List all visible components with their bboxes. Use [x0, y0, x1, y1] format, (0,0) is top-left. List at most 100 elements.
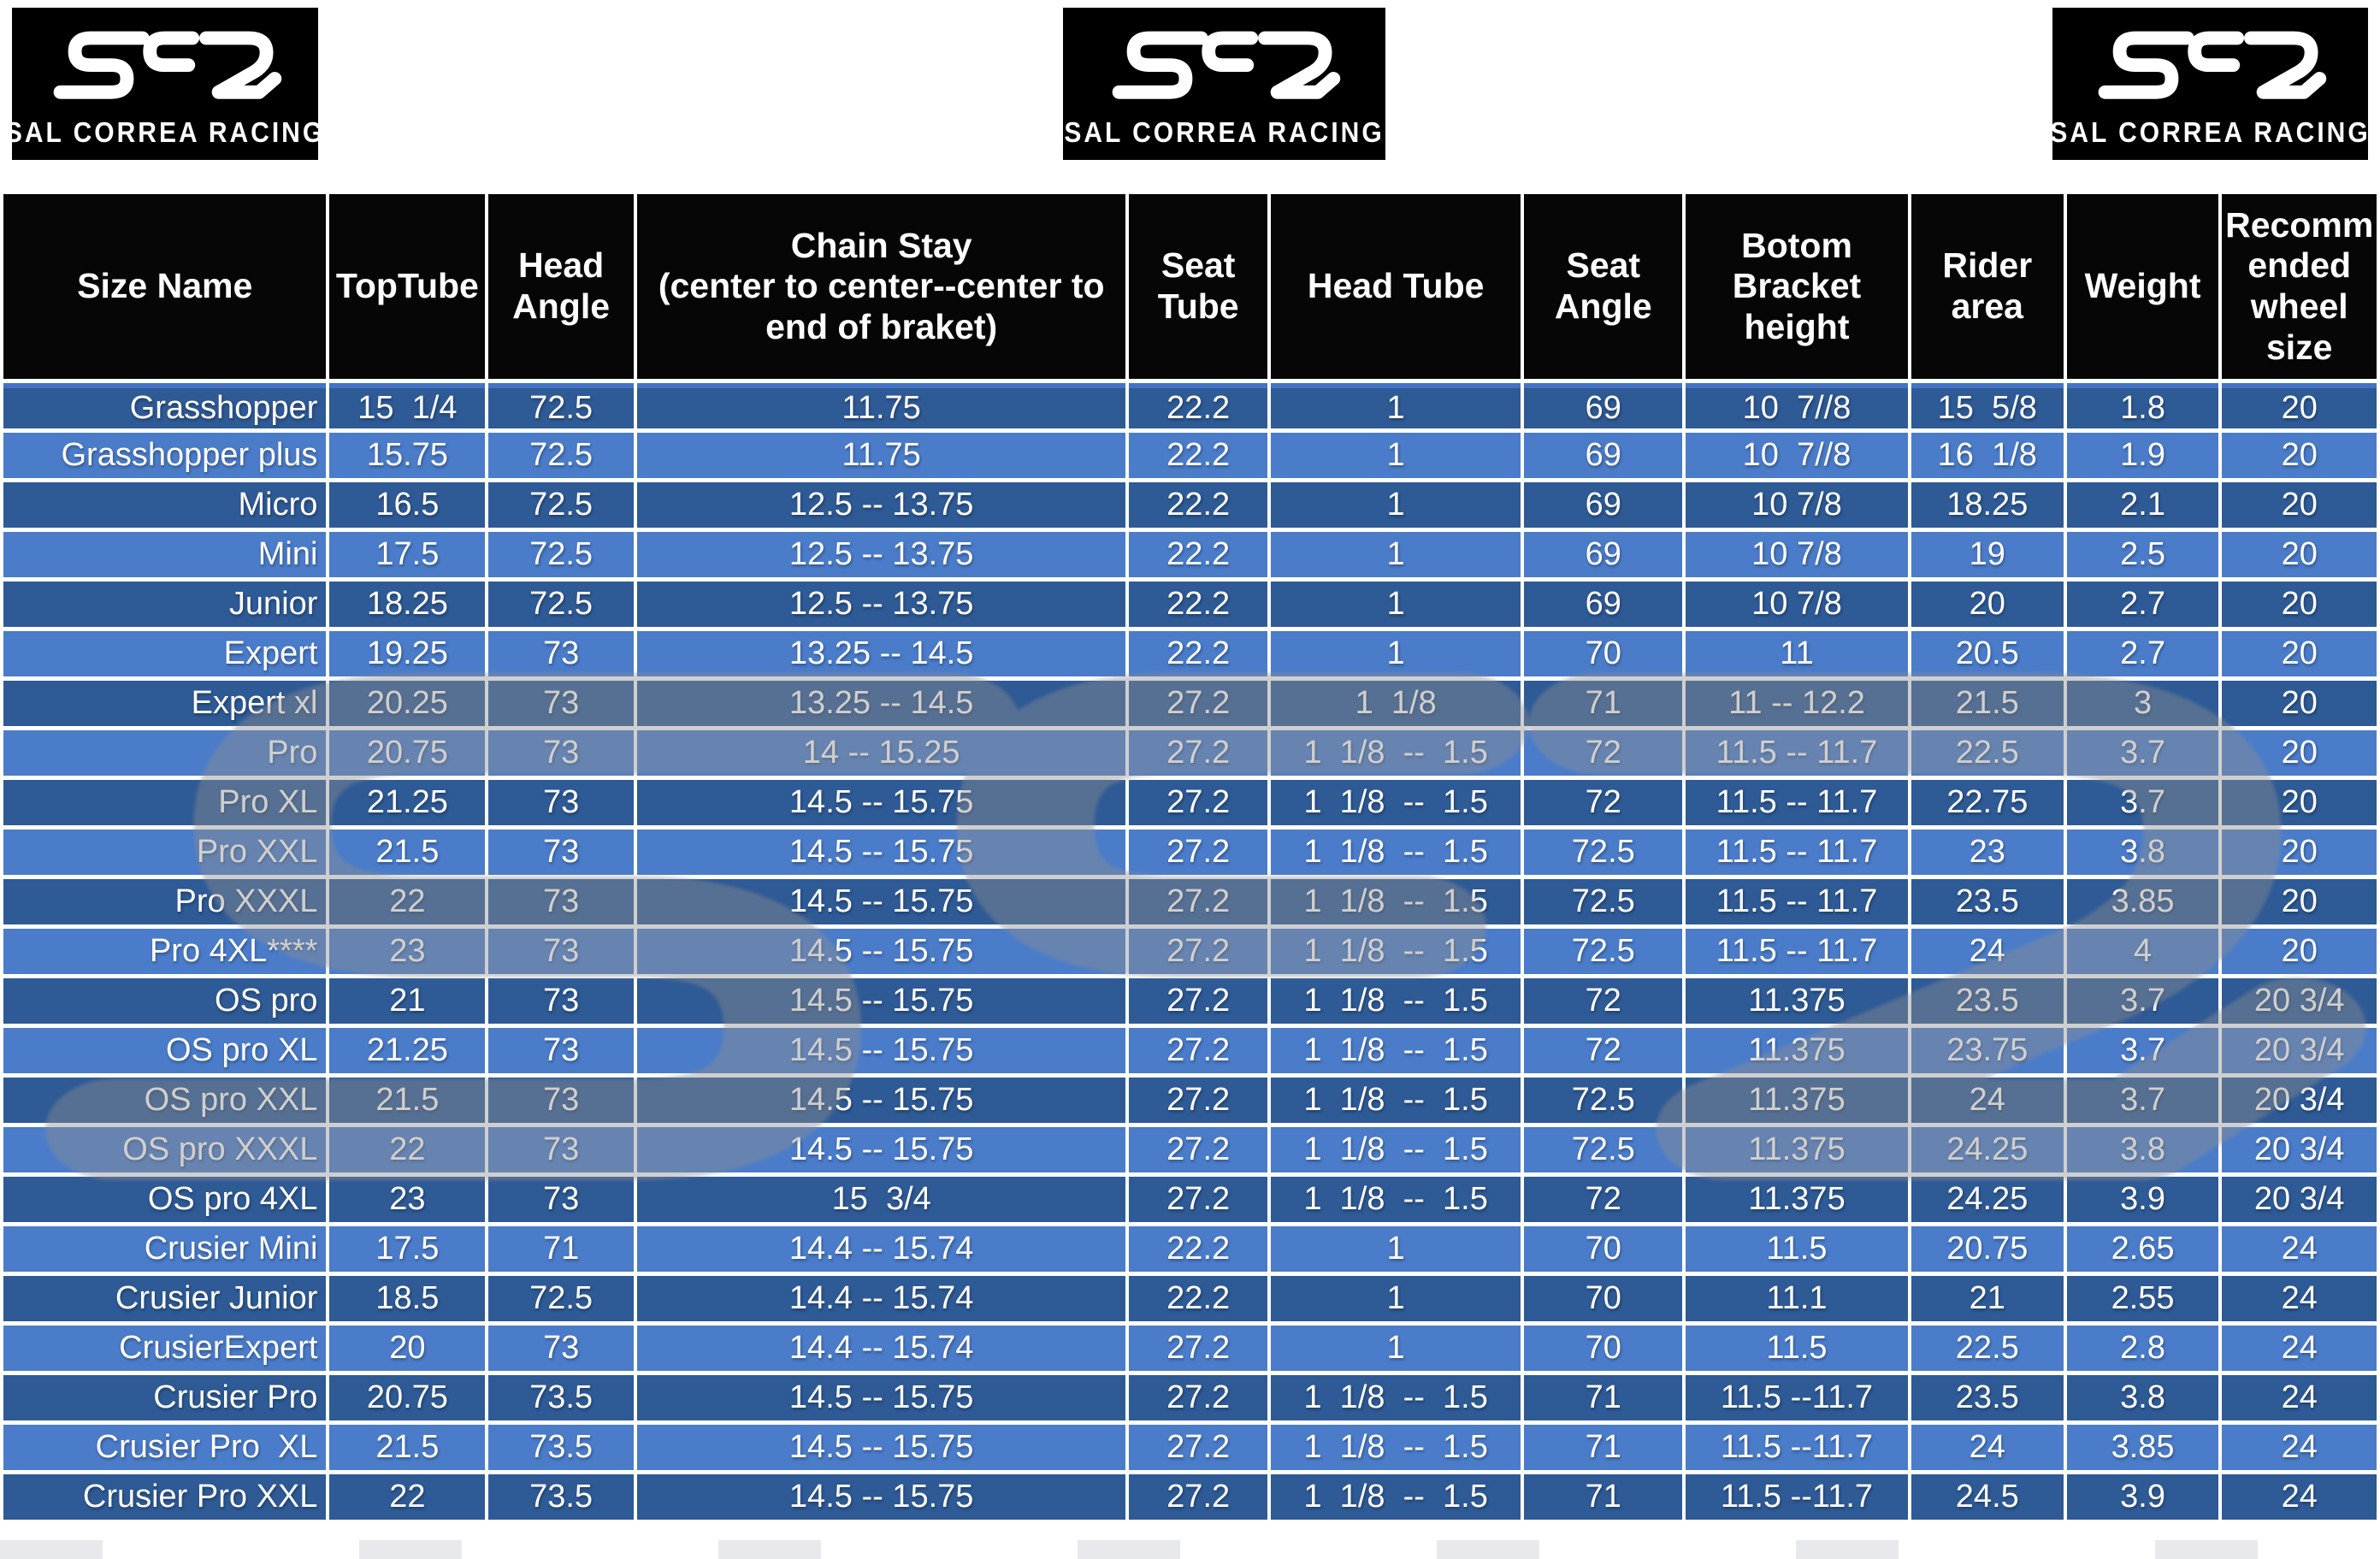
value-cell: 20.75	[329, 1375, 486, 1420]
value-cell: 1 1/8 -- 1.5	[1270, 1474, 1521, 1520]
value-cell: 73	[488, 1127, 634, 1172]
value-cell: 3.7	[2066, 780, 2219, 825]
value-cell: 24	[2222, 1226, 2377, 1272]
value-cell: 14 -- 15.25	[636, 730, 1126, 776]
value-cell: 21	[329, 978, 486, 1024]
column-header: TopTube	[329, 194, 486, 379]
bottom-strip	[0, 1540, 2380, 1559]
value-cell: 20.75	[329, 730, 486, 776]
scr-logo-icon	[2076, 21, 2345, 117]
size-name-cell: Pro 4XL****	[3, 929, 327, 974]
value-cell: 72	[1524, 1028, 1683, 1073]
value-cell: 3.7	[2066, 1078, 2219, 1123]
column-header: Rider area	[1910, 194, 2064, 379]
value-cell: 20 3/4	[2222, 1078, 2377, 1123]
value-cell: 10 7/8	[1686, 532, 1908, 577]
value-cell: 72.5	[488, 1276, 634, 1321]
table-row: Crusier Pro XL 21.5 73.5 14.5 -- 15.75 27.2 1…	[3, 1425, 2377, 1470]
value-cell: 73	[488, 631, 634, 676]
value-cell: 13.25 -- 14.5	[636, 681, 1126, 726]
value-cell: 20	[329, 1326, 486, 1371]
geometry-table: Size Name TopTube Head Angle Chain Stay (ce…	[0, 190, 2380, 1524]
column-header: Botom Bracket height	[1686, 194, 1908, 379]
value-cell: 73.5	[488, 1474, 634, 1520]
value-cell: 11.5 -- 11.7	[1686, 929, 1908, 974]
value-cell: 22	[329, 1127, 486, 1172]
value-cell: 15 5/8	[1910, 383, 2064, 428]
value-cell: 16 1/8	[1910, 433, 2064, 478]
value-cell: 11.375	[1686, 1127, 1908, 1172]
value-cell: 1 1/8 -- 1.5	[1270, 730, 1521, 776]
value-cell: 27.2	[1129, 1375, 1267, 1420]
value-cell: 11.5 --11.7	[1686, 1474, 1908, 1520]
value-cell: 23	[329, 929, 486, 974]
value-cell: 69	[1524, 582, 1683, 627]
value-cell: 69	[1524, 532, 1683, 577]
value-cell: 24.5	[1910, 1474, 2064, 1520]
table-row: Expert xl 20.25 73 13.25 -- 14.5 27.2 1 1/8 71…	[3, 681, 2377, 726]
value-cell: 72	[1524, 1177, 1683, 1222]
value-cell: 71	[1524, 1375, 1683, 1420]
scr-logo-icon	[1090, 21, 1359, 117]
table-row: Pro XL 21.25 73 14.5 -- 15.75 27.2 1 1/8 -- 1…	[3, 780, 2377, 825]
value-cell: 72	[1524, 780, 1683, 825]
value-cell: 73	[488, 681, 634, 726]
table-row: Pro XXL 21.5 73 14.5 -- 15.75 27.2 1 1/8 -- 1…	[3, 830, 2377, 875]
value-cell: 24.25	[1910, 1177, 2064, 1222]
value-cell: 72	[1524, 978, 1683, 1024]
value-cell: 27.2	[1129, 1078, 1267, 1123]
value-cell: 24	[2222, 1474, 2377, 1520]
value-cell: 73.5	[488, 1425, 634, 1470]
value-cell: 20	[2222, 730, 2377, 776]
value-cell: 22.2	[1129, 1276, 1267, 1321]
value-cell: 1 1/8 -- 1.5	[1270, 780, 1521, 825]
size-name-cell: OS pro XXL	[3, 1078, 327, 1123]
value-cell: 73	[488, 1326, 634, 1371]
value-cell: 69	[1524, 383, 1683, 428]
value-cell: 1	[1270, 482, 1521, 528]
value-cell: 1.9	[2066, 433, 2219, 478]
value-cell: 72.5	[488, 582, 634, 627]
size-name-cell: Micro	[3, 482, 327, 528]
value-cell: 14.4 -- 15.74	[636, 1226, 1126, 1272]
size-name-cell: Expert	[3, 631, 327, 676]
table-row: OS pro XL 21.25 73 14.5 -- 15.75 27.2 1 1/8 -…	[3, 1028, 2377, 1073]
value-cell: 19.25	[329, 631, 486, 676]
value-cell: 20 3/4	[2222, 978, 2377, 1024]
value-cell: 21	[1910, 1276, 2064, 1321]
scr-logo-icon	[31, 21, 300, 117]
value-cell: 21.5	[329, 1425, 486, 1470]
value-cell: 71	[488, 1226, 634, 1272]
value-cell: 27.2	[1129, 1177, 1267, 1222]
value-cell: 11.5 -- 11.7	[1686, 879, 1908, 924]
value-cell: 1	[1270, 532, 1521, 577]
value-cell: 1 1/8 -- 1.5	[1270, 1425, 1521, 1470]
value-cell: 11.5 -- 11.7	[1686, 730, 1908, 776]
value-cell: 11.75	[636, 383, 1126, 428]
value-cell: 20	[2222, 631, 2377, 676]
value-cell: 73.5	[488, 1375, 634, 1420]
value-cell: 72.5	[1524, 830, 1683, 875]
value-cell: 1 1/8 -- 1.5	[1270, 879, 1521, 924]
value-cell: 72	[1524, 730, 1683, 776]
value-cell: 22.2	[1129, 1226, 1267, 1272]
value-cell: 27.2	[1129, 879, 1267, 924]
table-row: Pro 4XL**** 23 73 14.5 -- 15.75 27.2 1 1/8 --…	[3, 929, 2377, 974]
value-cell: 24	[1910, 1425, 2064, 1470]
value-cell: 18.5	[329, 1276, 486, 1321]
value-cell: 1	[1270, 1226, 1521, 1272]
value-cell: 72.5	[1524, 879, 1683, 924]
table-row: Grasshopper plus 15.75 72.5 11.75 22.2 1 69 10 …	[3, 433, 2377, 478]
value-cell: 11.5 --11.7	[1686, 1375, 1908, 1420]
value-cell: 11.375	[1686, 978, 1908, 1024]
value-cell: 14.5 -- 15.75	[636, 780, 1126, 825]
value-cell: 11 -- 12.2	[1686, 681, 1908, 726]
value-cell: 3	[2066, 681, 2219, 726]
value-cell: 73	[488, 879, 634, 924]
value-cell: 10 7/8	[1686, 582, 1908, 627]
value-cell: 12.5 -- 13.75	[636, 582, 1126, 627]
logo-tagline: SAL CORREA RACING	[2050, 116, 2371, 149]
value-cell: 3.85	[2066, 1425, 2219, 1470]
logo-tagline: SAL CORREA RACING	[4, 116, 326, 149]
value-cell: 20.75	[1910, 1226, 2064, 1272]
